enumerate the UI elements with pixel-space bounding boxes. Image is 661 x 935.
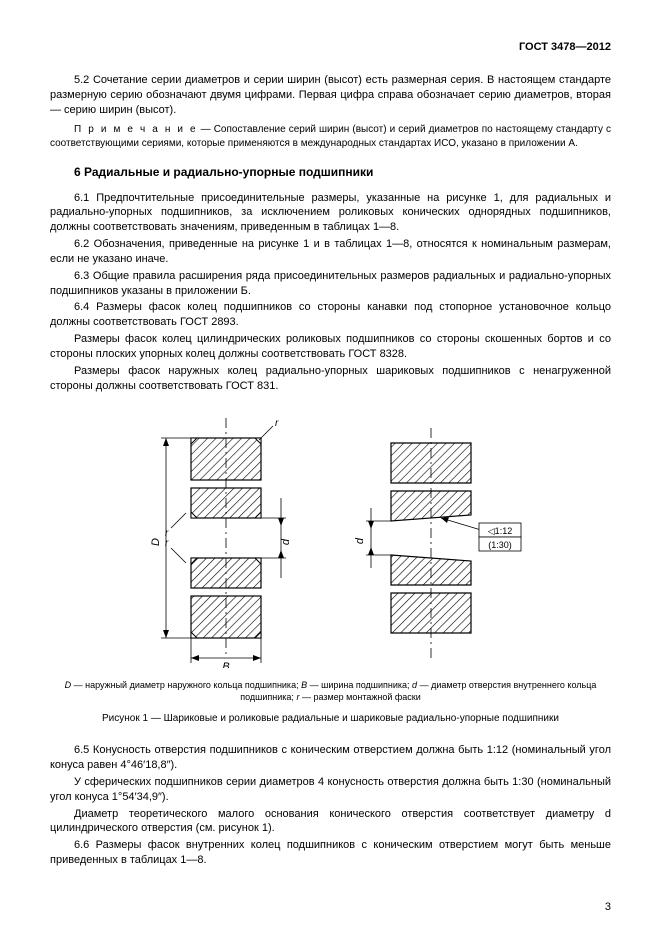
para-6-4a: 6.4 Размеры фасок колец подшипников со с… — [50, 300, 611, 330]
dim-D-label: D — [150, 538, 162, 546]
note-label: П р и м е ч а н и е — [74, 124, 198, 135]
para-6-4b: Размеры фасок колец цилиндрических ролик… — [50, 332, 611, 362]
dim-r-top: r — [275, 418, 279, 429]
para-6-5b: У сферических подшипников серии диаметро… — [50, 775, 611, 805]
para-6-5c: Диаметр теоретического малого основания … — [50, 807, 611, 837]
dim-B-label: B — [222, 661, 229, 668]
doc-header: ГОСТ 3478—2012 — [50, 40, 611, 55]
dim-d-label-left: d — [280, 538, 292, 545]
para-6-6: 6.6 Размеры фасок внутренних колец подши… — [50, 838, 611, 868]
page-number: 3 — [605, 900, 611, 915]
note-1: П р и м е ч а н и е — Сопоставление сери… — [50, 123, 611, 150]
para-6-1: 6.1 Предпочтительные присоединительные р… — [50, 191, 611, 236]
figure-1-caption: Рисунок 1 — Шариковые и роликовые радиал… — [50, 712, 611, 726]
taper-ratio-2: (1:30) — [488, 540, 512, 550]
para-6-5a: 6.5 Конусность отверстия подшипников с к… — [50, 743, 611, 773]
dim-d-label-right: d — [354, 537, 366, 544]
para-6-2: 6.2 Обозначения, приведенные на рисунке … — [50, 237, 611, 267]
figure-1: D d r r r — [50, 408, 611, 673]
taper-ratio-1: ◁1:12 — [487, 526, 511, 536]
para-5-2: 5.2 Сочетание серии диаметров и серии ши… — [50, 73, 611, 118]
dim-r-2: r — [165, 538, 169, 549]
para-6-3: 6.3 Общие правила расширения ряда присое… — [50, 269, 611, 299]
figure-1-subcaption: D — наружный диаметр наружного кольца по… — [50, 680, 611, 703]
section-6-title: 6 Радиальные и радиально-упорные подшипн… — [74, 164, 611, 180]
para-6-4c: Размеры фасок наружных колец радиально-у… — [50, 364, 611, 394]
